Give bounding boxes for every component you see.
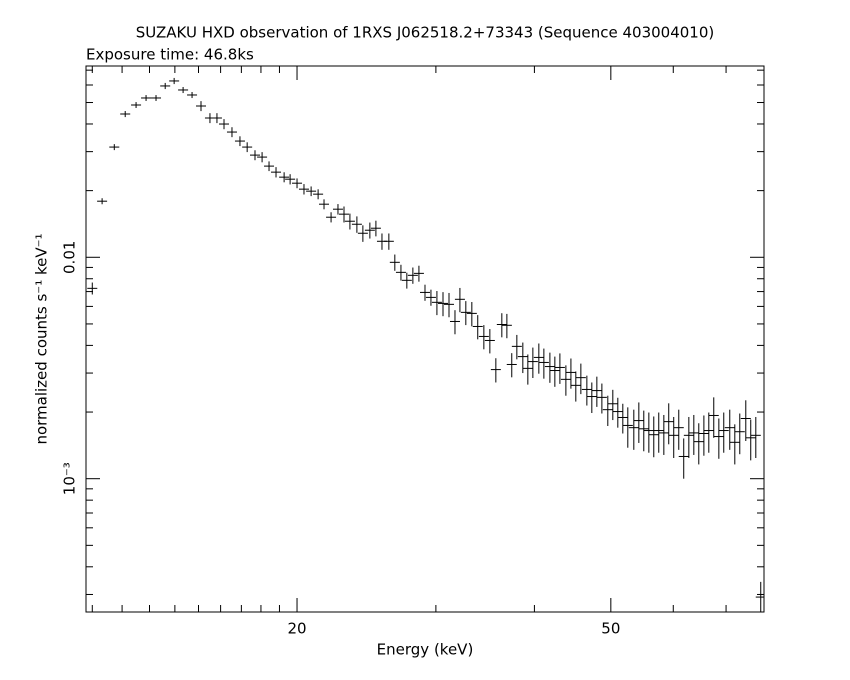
x-tick-label: 20 xyxy=(287,620,306,638)
y-tick-label: 10⁻³ xyxy=(61,462,79,495)
chart-subtitle: Exposure time: 46.8ks xyxy=(86,46,254,64)
plot-frame xyxy=(85,65,765,613)
x-tick-label: 50 xyxy=(601,620,620,638)
y-axis-label: normalized counts s⁻¹ keV⁻¹ xyxy=(33,233,51,444)
y-tick-label: 0.01 xyxy=(61,241,79,274)
x-axis-label: Energy (keV) xyxy=(377,641,474,659)
chart-title: SUZAKU HXD observation of 1RXS J062518.2… xyxy=(136,24,714,42)
